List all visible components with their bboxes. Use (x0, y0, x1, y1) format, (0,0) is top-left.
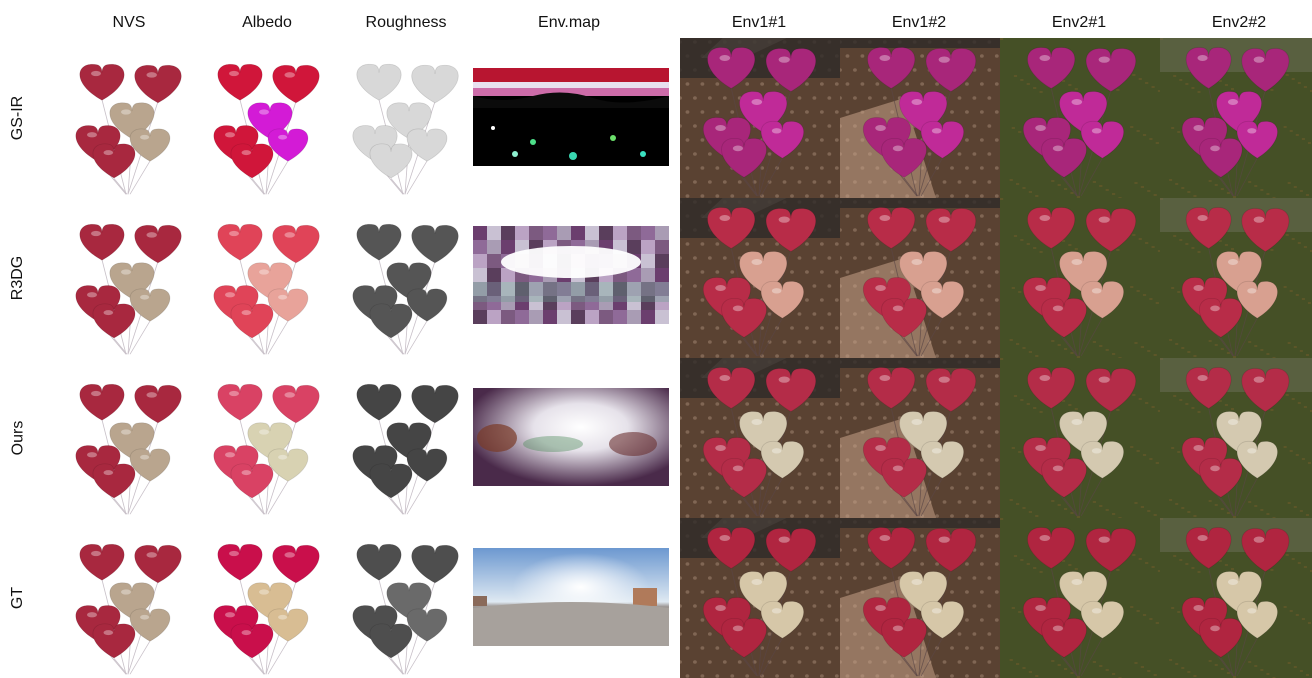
ours-relit-env2-1-image (1000, 358, 1160, 518)
r3dg-nvs-image (54, 216, 204, 356)
gsir-relit-env2-1-image (1000, 38, 1160, 198)
gt-relit-env2-2-image (1160, 518, 1312, 678)
gt-envmap-image (473, 548, 669, 646)
r3dg-envmap-image (473, 226, 669, 324)
header-env1-2: Env1#2 (891, 14, 947, 31)
ours-relit-env1-2-image (840, 358, 1000, 518)
gsir-relit-env1-2-image (840, 38, 1000, 198)
ours-relit-env1-1-image (680, 358, 840, 518)
gt-relit-env2-1-image (1000, 518, 1160, 678)
row-label-gsir: GS-IR (9, 95, 27, 141)
r3dg-relit-env1-1-image (680, 198, 840, 358)
r3dg-relit-env2-1-image (1000, 198, 1160, 358)
ours-nvs-image (54, 376, 204, 516)
ours-albedo-image (192, 376, 342, 516)
header-roughness: Roughness (365, 14, 447, 31)
header-albedo: Albedo (242, 14, 292, 31)
ours-roughness-image (331, 376, 481, 516)
gsir-roughness-image (331, 56, 481, 196)
gsir-relit-env2-2-image (1160, 38, 1312, 198)
r3dg-relit-env2-2-image (1160, 198, 1312, 358)
ours-relit-env2-2-image (1160, 358, 1312, 518)
gsir-envmap-image (473, 68, 669, 166)
gt-relit-env1-1-image (680, 518, 840, 678)
gsir-nvs-image (54, 56, 204, 196)
r3dg-albedo-image (192, 216, 342, 356)
header-env1-1: Env1#1 (731, 14, 787, 31)
row-label-gt: GT (9, 586, 26, 610)
row-label-ours: Ours (9, 420, 27, 456)
ours-envmap-image (473, 388, 669, 486)
gt-roughness-image (331, 536, 481, 676)
r3dg-roughness-image (331, 216, 481, 356)
gt-albedo-image (192, 536, 342, 676)
gt-relit-env1-2-image (840, 518, 1000, 678)
header-env2-2: Env2#2 (1211, 14, 1267, 31)
r3dg-relit-env1-2-image (840, 198, 1000, 358)
gsir-albedo-image (192, 56, 342, 196)
header-envmap: Env.map (538, 14, 600, 31)
header-env2-1: Env2#1 (1051, 14, 1107, 31)
header-nvs: NVS (112, 14, 146, 31)
row-label-r3dg: R3DG (9, 255, 27, 301)
gsir-relit-env1-1-image (680, 38, 840, 198)
gt-nvs-image (54, 536, 204, 676)
